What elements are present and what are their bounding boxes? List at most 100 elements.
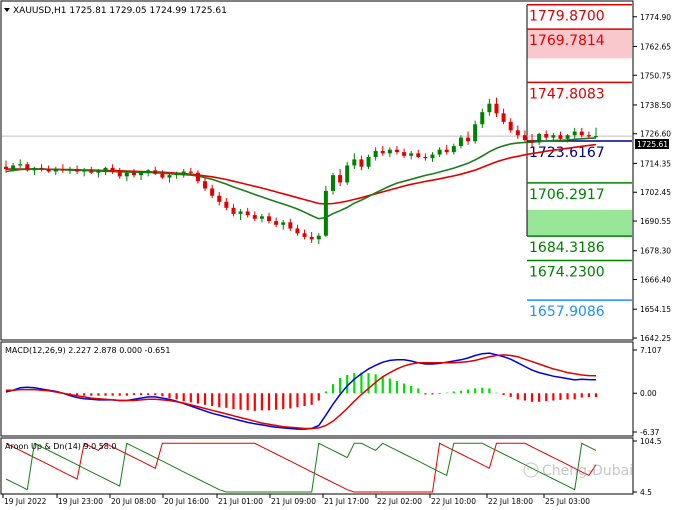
candle[interactable] [181,169,186,178]
price-axis-tick: 1714.35 [640,159,671,168]
candle[interactable] [323,186,328,237]
candle[interactable] [423,153,428,161]
candle[interactable] [174,171,179,179]
candle[interactable] [565,133,570,143]
candle[interactable] [437,147,442,157]
candle[interactable] [75,165,80,174]
candle[interactable] [103,166,108,176]
collapse-triangle-icon[interactable] [4,8,10,12]
candle[interactable] [153,166,158,176]
macd-axis-tick: 7.107 [640,346,662,355]
candle[interactable] [466,131,471,145]
candle[interactable] [210,184,215,199]
candle[interactable] [231,204,236,217]
candle[interactable] [330,172,335,195]
candle[interactable] [53,166,58,176]
candle[interactable] [245,207,250,218]
candle[interactable] [394,146,399,155]
time-axis-tick: 22 Jul 18:00 [488,497,533,506]
level-label: 1779.8700 [529,9,605,25]
candle[interactable] [252,211,257,222]
candle[interactable] [594,127,598,138]
candle[interactable] [352,153,357,170]
candle[interactable] [124,170,129,182]
price-axis-tick: 1774.90 [640,13,671,22]
price-axis-tick: 1702.45 [640,188,671,197]
candle[interactable] [480,108,485,128]
candle[interactable] [302,229,307,240]
candle[interactable] [238,209,243,220]
candle[interactable] [444,144,449,155]
candle[interactable] [89,166,94,174]
candle[interactable] [487,98,492,116]
candle[interactable] [96,169,101,178]
candle[interactable] [515,125,520,139]
candle[interactable] [316,233,321,245]
candle[interactable] [345,161,350,185]
candle[interactable] [387,147,392,157]
candle[interactable] [167,173,172,183]
candle[interactable] [572,127,577,139]
current-price-label: 1725.61 [637,140,668,149]
candle[interactable] [67,166,72,174]
candle[interactable] [131,169,136,178]
candle[interactable] [373,147,378,161]
candle[interactable] [494,97,499,118]
candle[interactable] [402,148,407,159]
candle[interactable] [309,232,314,243]
candle[interactable] [416,149,421,159]
candle[interactable] [544,130,549,141]
candle[interactable] [217,192,222,206]
candle[interactable] [451,143,456,155]
candle[interactable] [274,217,279,228]
candle[interactable] [579,127,584,138]
candle[interactable] [117,167,122,179]
candle[interactable] [11,163,16,172]
candle[interactable] [4,160,8,173]
candle[interactable] [366,154,371,170]
candle[interactable] [551,132,556,142]
candle[interactable] [60,164,65,173]
candle[interactable] [508,118,513,133]
macd-header: MACD(12,26,9) 2.227 2.878 0.000 -0.651 [5,346,170,355]
time-axis-tick: 21 Jul 09:00 [271,497,316,506]
candle[interactable] [380,146,385,156]
candle[interactable] [82,167,87,177]
price-axis-tick: 1738.50 [640,101,671,110]
candle[interactable] [586,131,591,139]
candle[interactable] [295,224,300,236]
candle[interactable] [537,132,542,145]
candle[interactable] [558,131,563,141]
price-axis-tick: 1642.25 [640,334,671,343]
candle[interactable] [530,133,535,148]
candle[interactable] [160,170,165,179]
candle[interactable] [359,155,364,171]
candle[interactable] [18,159,23,168]
candle[interactable] [409,150,414,160]
candle[interactable] [473,120,478,144]
candle[interactable] [39,164,44,172]
price-axis-tick: 1690.55 [640,217,671,226]
time-axis-tick: 22 Jul 02:00 [377,497,422,506]
candle[interactable] [458,135,463,149]
candle[interactable] [259,213,264,223]
candle[interactable] [139,171,144,180]
macd-pane[interactable] [0,341,634,437]
candle[interactable] [203,177,208,191]
candle[interactable] [32,166,37,176]
candle[interactable] [501,108,506,125]
price-axis-tick: 1726.60 [640,130,671,139]
candle[interactable] [25,161,30,172]
candle[interactable] [522,130,527,143]
candle[interactable] [338,169,343,187]
candle[interactable] [267,212,272,224]
candle[interactable] [281,219,286,230]
candle[interactable] [430,152,435,162]
candle[interactable] [110,164,115,174]
candle[interactable] [188,167,193,176]
candle[interactable] [146,169,151,177]
candle[interactable] [195,170,200,184]
candle[interactable] [46,165,51,173]
candle[interactable] [288,218,293,231]
candle[interactable] [224,198,229,211]
